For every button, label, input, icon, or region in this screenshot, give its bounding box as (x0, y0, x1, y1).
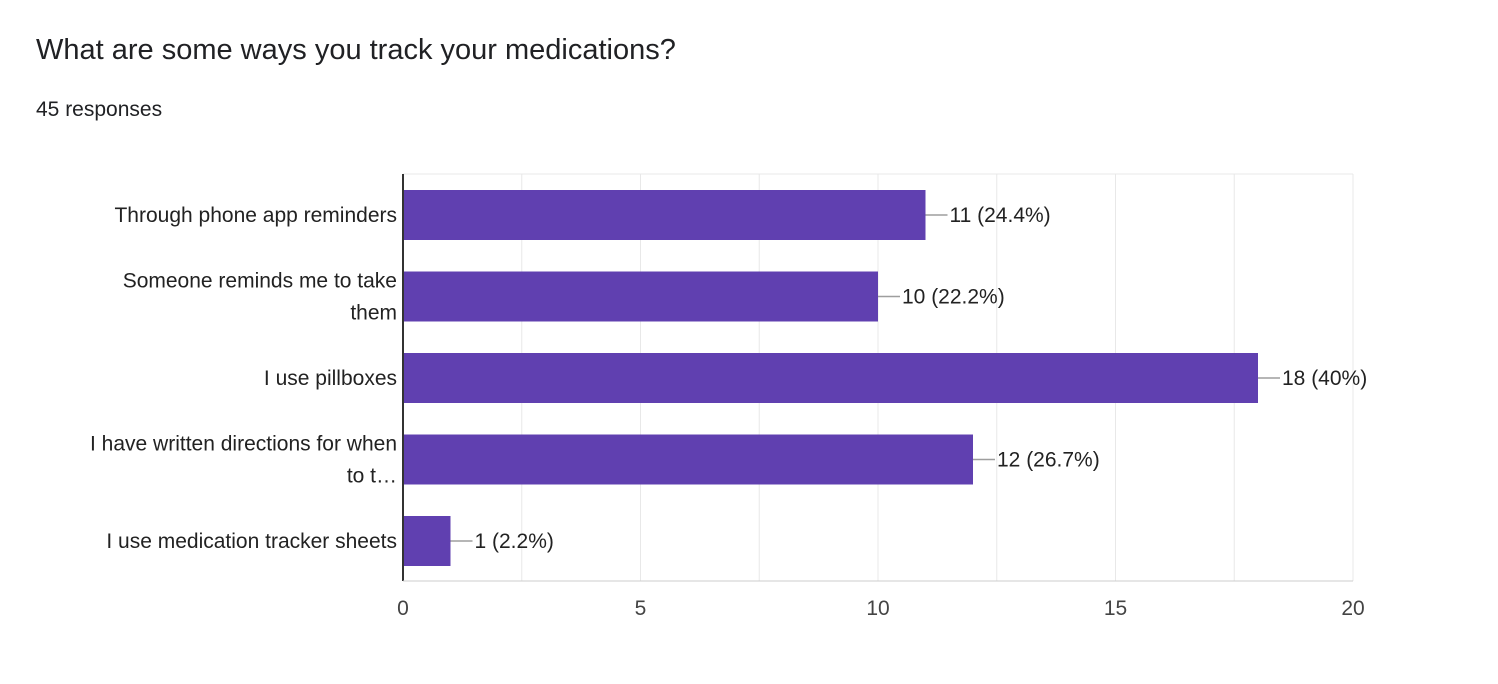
axes (402, 174, 1353, 582)
x-tick-label: 10 (866, 597, 889, 620)
response-count: 45 responses (36, 98, 163, 121)
category-label: I use pillboxes (264, 367, 397, 390)
category-label: to t… (347, 465, 397, 488)
bars (403, 190, 1280, 566)
x-tick-label: 20 (1341, 597, 1364, 620)
category-label: Someone reminds me to take (123, 270, 397, 293)
data-label: 18 (40%) (1282, 367, 1367, 390)
x-tick-label: 0 (397, 597, 409, 620)
bar (403, 516, 451, 566)
bar (403, 353, 1258, 403)
bar (403, 434, 973, 485)
data-label: 12 (26.7%) (997, 449, 1100, 472)
bar (403, 271, 878, 322)
labels: 11 (24.4%) Through phone app reminders 10 … (90, 204, 1367, 620)
question-title: What are some ways you track your medica… (36, 34, 676, 66)
data-label: 10 (22.2%) (902, 286, 1005, 309)
category-label: Through phone app reminders (114, 204, 397, 227)
category-label: them (350, 302, 397, 325)
data-label: 1 (2.2%) (475, 530, 554, 553)
category-label: I have written directions for when (90, 433, 397, 456)
x-tick-label: 15 (1104, 597, 1127, 620)
bar (403, 190, 926, 240)
x-tick-label: 5 (635, 597, 647, 620)
data-label: 11 (24.4%) (950, 204, 1051, 227)
category-label: I use medication tracker sheets (106, 530, 397, 553)
